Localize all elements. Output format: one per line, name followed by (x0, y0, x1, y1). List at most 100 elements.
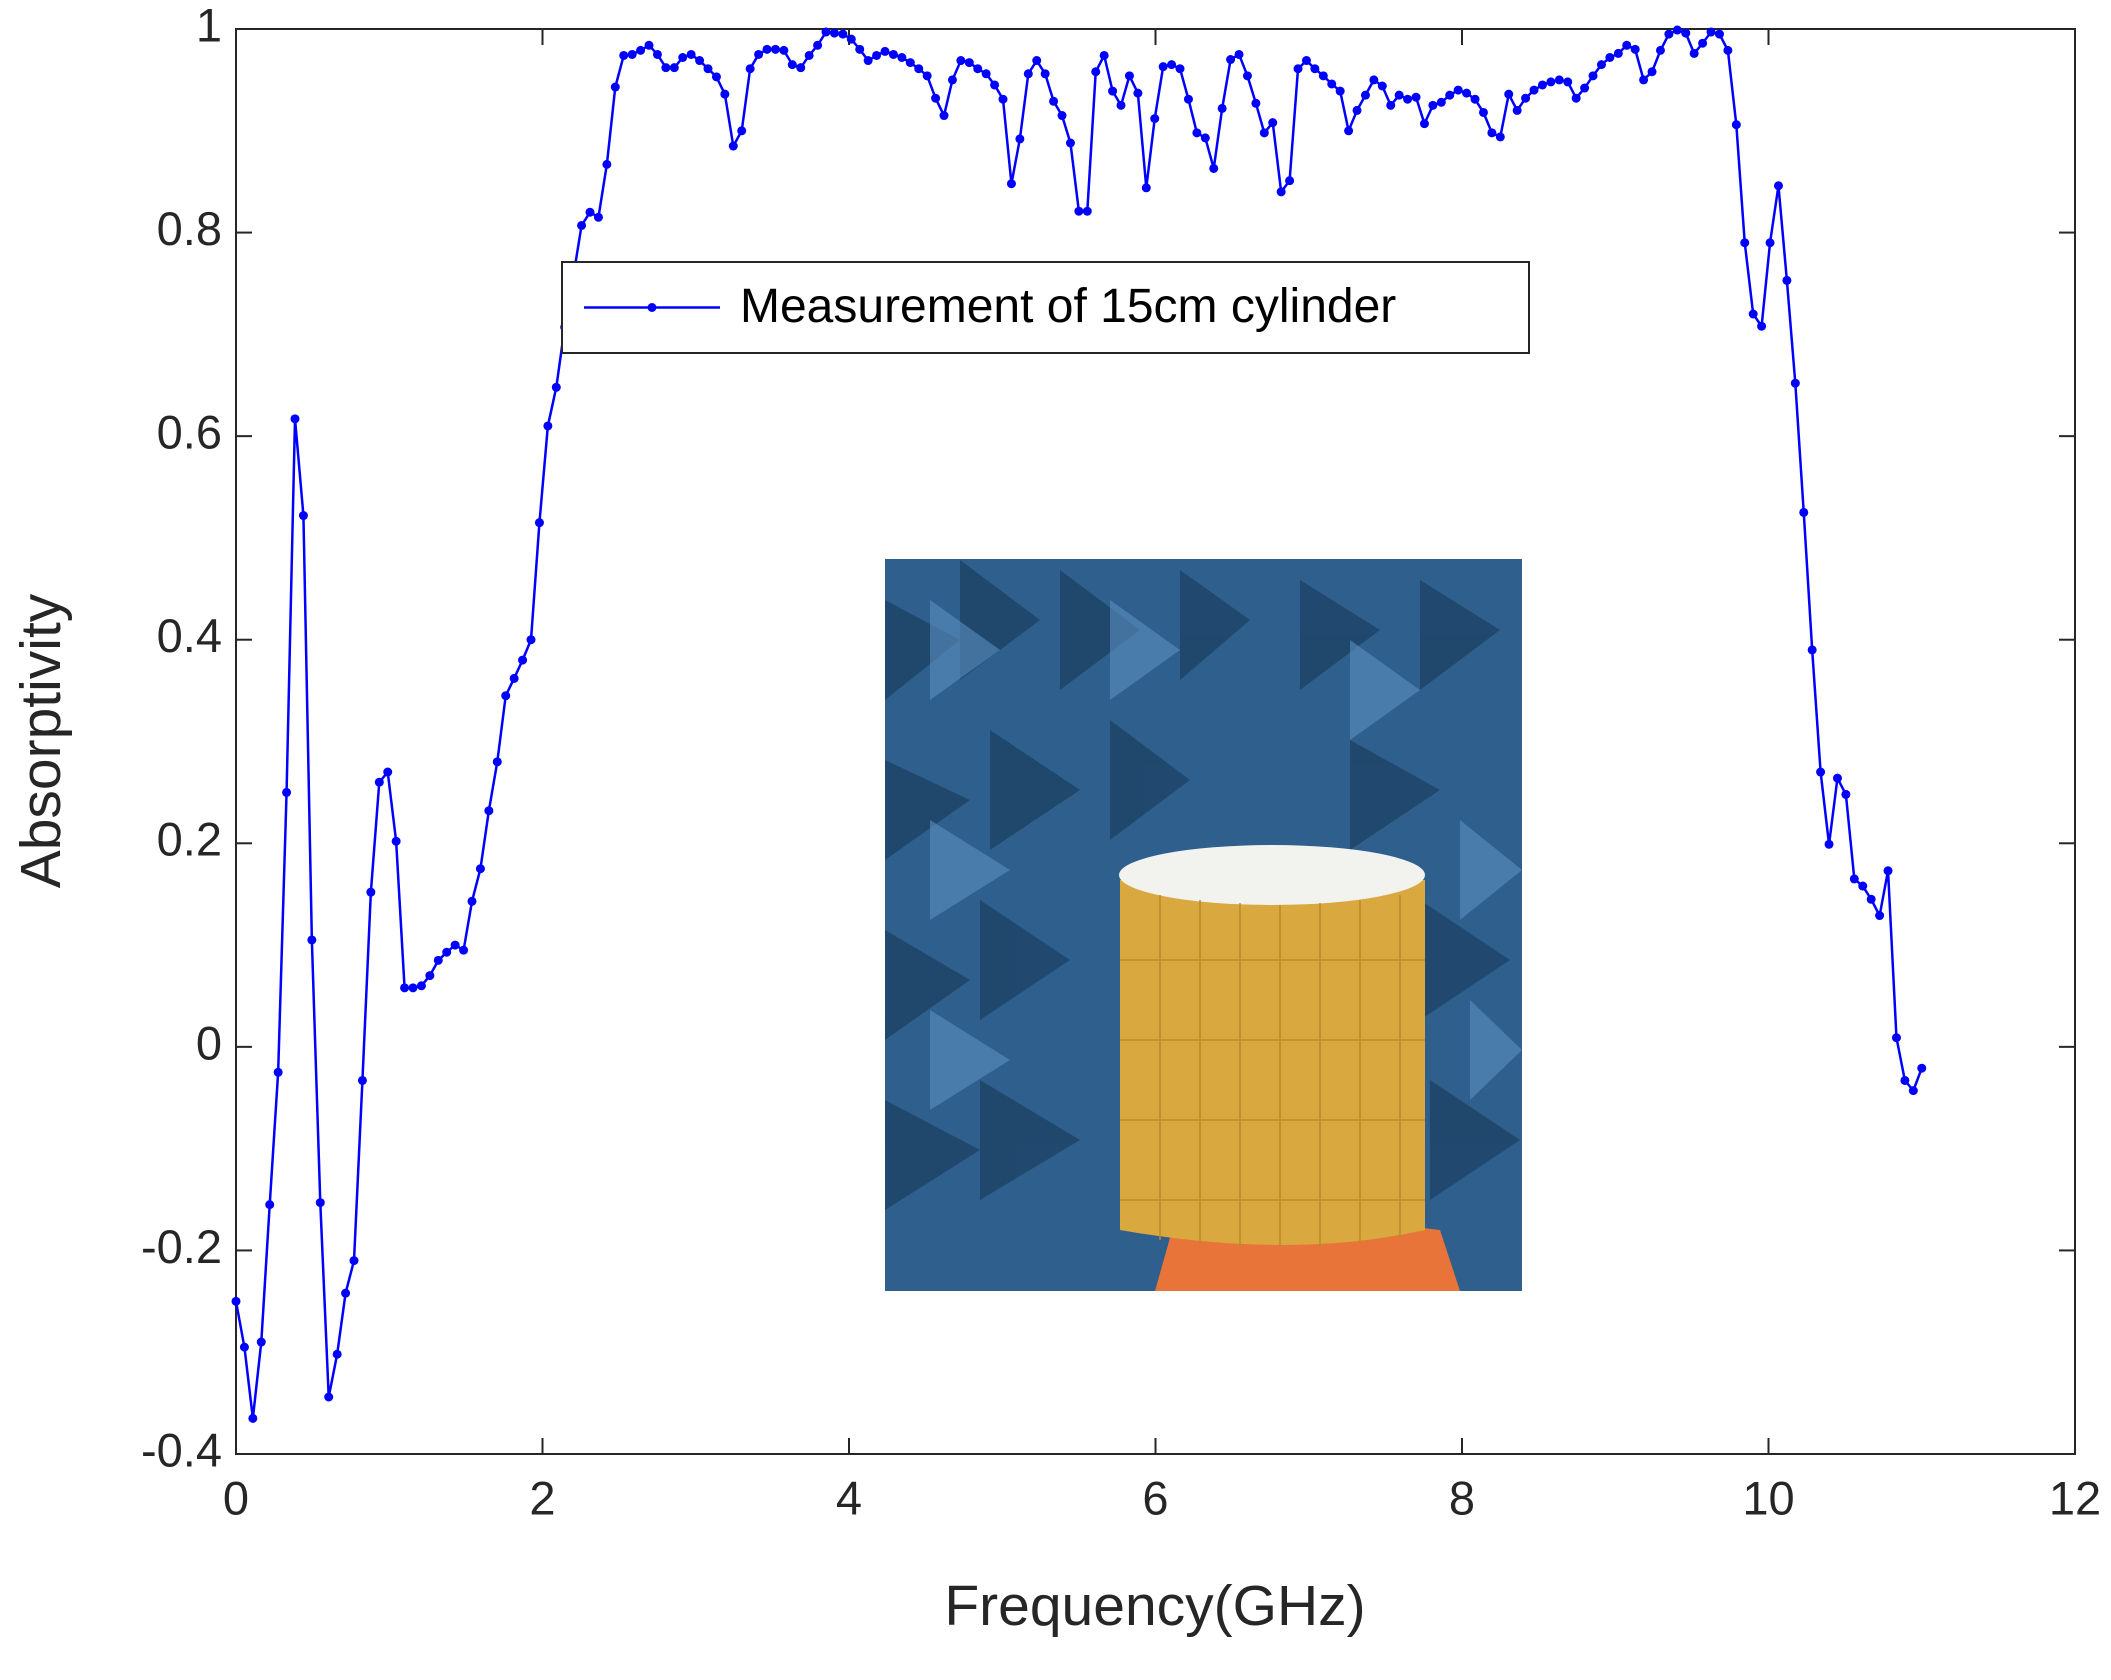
y-axis-label: Absorptivity (9, 593, 73, 888)
point (1773, 181, 1783, 191)
point (888, 49, 898, 59)
point (290, 414, 300, 424)
legend-label: Measurement of 15cm cylinder (740, 280, 1396, 333)
point (1335, 86, 1345, 96)
x-tick-label: 0 (223, 1471, 249, 1524)
point (1714, 29, 1724, 39)
point (880, 46, 890, 56)
point (1285, 176, 1295, 186)
point (1908, 1086, 1918, 1096)
point (1226, 55, 1236, 65)
point (1158, 62, 1168, 72)
point (1765, 238, 1775, 248)
point (1529, 85, 1539, 95)
point (1234, 49, 1244, 59)
point (526, 635, 536, 645)
point (956, 56, 966, 66)
point (450, 940, 460, 950)
point (804, 50, 814, 60)
point (1841, 789, 1851, 799)
point (636, 45, 646, 55)
point (1883, 866, 1893, 876)
point (1849, 874, 1859, 884)
point (1689, 48, 1699, 58)
point (1891, 1033, 1901, 1043)
point (1200, 133, 1210, 143)
point (433, 955, 443, 965)
point (669, 63, 679, 73)
point (1082, 206, 1092, 216)
y-tick-label: 1 (196, 0, 222, 51)
point (821, 27, 831, 37)
point (610, 82, 620, 92)
point (315, 1198, 325, 1208)
point (914, 64, 924, 74)
point (1807, 645, 1817, 655)
point (770, 44, 780, 54)
point (813, 40, 823, 50)
point (922, 71, 932, 81)
point (1091, 67, 1101, 77)
point (1462, 88, 1472, 98)
y-tick-label: 0 (196, 1016, 222, 1069)
point (947, 75, 957, 85)
point (366, 887, 376, 897)
point (1824, 839, 1834, 849)
point (1301, 56, 1311, 66)
point (332, 1349, 342, 1359)
point (1209, 163, 1219, 173)
point (1563, 77, 1573, 87)
point (1580, 83, 1590, 93)
point (1748, 309, 1758, 319)
point (1040, 69, 1050, 79)
point (711, 72, 721, 82)
point (762, 44, 772, 54)
point (408, 983, 418, 993)
point (1411, 92, 1421, 102)
point (1478, 107, 1488, 117)
point (239, 1342, 249, 1352)
point (1495, 132, 1505, 142)
y-tick-label: 0.8 (157, 202, 222, 255)
point (872, 50, 882, 60)
x-tick-label: 4 (836, 1471, 862, 1524)
point (1453, 85, 1463, 95)
point (737, 126, 747, 136)
point (905, 58, 915, 68)
point (1647, 67, 1657, 77)
point (1672, 25, 1682, 35)
inset-photo (885, 559, 1522, 1291)
point (1866, 894, 1876, 904)
point (1403, 94, 1413, 104)
point (416, 981, 426, 991)
y-tick-label: 0.4 (157, 609, 222, 662)
point (383, 767, 393, 777)
point (1706, 27, 1716, 37)
point (998, 94, 1008, 104)
point (400, 983, 410, 993)
point (1023, 69, 1033, 79)
point (1049, 96, 1059, 106)
x-tick-label: 12 (2049, 1471, 2101, 1524)
point (686, 49, 696, 59)
point (1554, 75, 1564, 85)
point (1782, 275, 1792, 285)
point (990, 80, 1000, 90)
point (1116, 100, 1126, 110)
point (1639, 75, 1649, 85)
point (838, 29, 848, 39)
point (796, 63, 806, 73)
point (298, 511, 308, 521)
point (678, 53, 688, 62)
point (1015, 134, 1025, 144)
point (1917, 1063, 1927, 1073)
point (627, 49, 637, 59)
point (534, 518, 544, 528)
point (248, 1413, 258, 1423)
point (1242, 71, 1252, 81)
point (585, 207, 595, 217)
point (1731, 120, 1741, 130)
x-tick-label: 2 (529, 1471, 555, 1524)
point (1268, 118, 1278, 128)
